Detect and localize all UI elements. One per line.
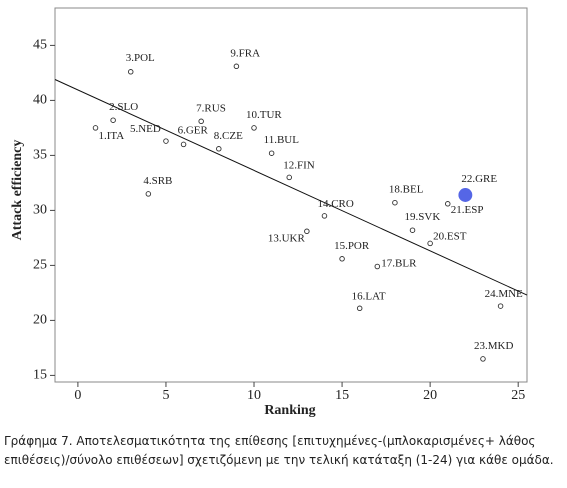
data-point: [110, 117, 116, 123]
y-axis-label: Attack efficiency: [10, 140, 25, 241]
data-point: [480, 356, 486, 362]
data-point: [497, 303, 504, 309]
data-point: [233, 63, 240, 70]
x-tick-label: 20: [423, 388, 437, 403]
point-label: 12.FIN: [283, 159, 315, 171]
point-label: 4.SRB: [143, 175, 172, 187]
point-label: 17.BLR: [381, 258, 417, 270]
x-tick-label: 5: [162, 388, 169, 403]
data-point: [180, 141, 187, 148]
data-point: [198, 118, 204, 125]
point-label: 19.SVK: [405, 211, 441, 223]
data-point: [304, 228, 310, 235]
point-label: 5.NED: [130, 123, 161, 135]
data-point: [268, 150, 275, 156]
data-point: [444, 201, 451, 207]
data-point: [356, 305, 363, 312]
point-label: 9.FRA: [230, 47, 260, 59]
data-point: [374, 263, 381, 270]
point-label: 6.GER: [178, 124, 209, 136]
point-label: 24.MNE: [485, 288, 523, 300]
data-point: [339, 256, 345, 262]
point-label: 16.LAT: [352, 290, 386, 302]
data-point: [409, 227, 416, 233]
y-tick-label: 40: [33, 93, 47, 108]
data-point: [321, 213, 328, 219]
x-tick-label: 10: [247, 388, 261, 403]
caption: Γράφημα 7. Αποτελεσματικότητα της επίθεσ…: [4, 434, 554, 467]
point-label: 21.ESP: [451, 204, 484, 216]
point-label: 18.BEL: [389, 184, 424, 196]
point-label: 7.RUS: [196, 102, 226, 114]
data-point: [251, 125, 257, 131]
data-point: [127, 69, 134, 75]
data-point: [458, 188, 473, 202]
point-label: 23.MKD: [474, 340, 513, 352]
point-label: 20.EST: [433, 230, 467, 242]
point-label: 11.BUL: [264, 134, 300, 146]
y-tick-label: 25: [33, 258, 47, 273]
trend-line: [54, 79, 528, 296]
data-point: [286, 174, 292, 181]
y-tick-label: 35: [33, 148, 47, 163]
data-point: [92, 125, 99, 131]
plot-area: [54, 7, 528, 383]
point-label: 1.ITA: [99, 130, 125, 142]
y-tick-label: 45: [33, 38, 47, 53]
chart: Ranking Attack efficiency 15 20 25 30 35 40 45…: [10, 7, 528, 418]
point-label: 10.TUR: [246, 109, 282, 121]
point-label: 13.UKR: [268, 232, 306, 244]
x-tick-label: 0: [74, 388, 81, 403]
y-tick-label: 15: [33, 368, 47, 383]
y-tick-label: 20: [33, 313, 47, 328]
x-tick-label: 25: [511, 388, 525, 403]
point-label: 15.POR: [334, 240, 370, 252]
y-tick-label: 30: [33, 203, 47, 218]
point-label: 8.CZE: [214, 130, 243, 142]
x-tick-label: 15: [335, 388, 349, 403]
x-axis-label: Ranking: [264, 403, 315, 418]
data-point: [145, 191, 152, 197]
data-point: [163, 138, 169, 144]
point-label: 2.SLO: [109, 101, 138, 113]
data-point: [427, 240, 433, 247]
point-label: 22.GRE: [461, 173, 497, 185]
data-point: [216, 146, 222, 152]
data-point: [392, 199, 398, 206]
point-label: 14.CRO: [317, 198, 353, 210]
point-label: 3.POL: [126, 52, 155, 64]
